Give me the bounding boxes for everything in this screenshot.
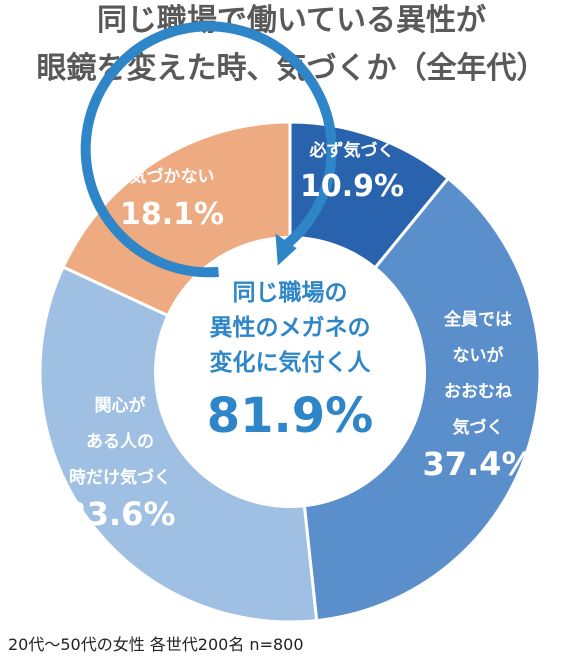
slice-value-2: 33.6%: [64, 495, 175, 533]
slice-label-0: 必ず気づく: [309, 140, 395, 161]
sample-note: 20代～50代の女性 各世代200名 n=800: [8, 635, 304, 654]
slice-label-2: 時だけ気づく: [69, 467, 171, 488]
center-value-label: 81.9%: [207, 388, 374, 444]
slice-label-2: 関心が: [95, 395, 146, 416]
circular-arrow: [80, 21, 337, 278]
slice-value-3: 18.1%: [120, 197, 224, 232]
slice-value-1: 37.4%: [422, 445, 533, 483]
slice-label-1: ないが: [453, 345, 504, 366]
slice-label-1: 気づく: [452, 417, 504, 438]
center-disk: [154, 236, 426, 508]
center-label-line: 異性のメガネの: [210, 315, 371, 341]
center-label-line: 同じ職場の: [233, 279, 348, 306]
slice-label-1: 全員では: [443, 309, 512, 330]
slice-label-1: おおむね: [444, 382, 512, 402]
slice-label-3: 気づかない: [129, 166, 215, 187]
slice-value-0: 10.9%: [300, 169, 404, 204]
arrow-head: [275, 233, 297, 266]
slice-label-2: ある人の: [86, 432, 154, 452]
center-label-line: 変化に気付く人: [210, 349, 372, 376]
